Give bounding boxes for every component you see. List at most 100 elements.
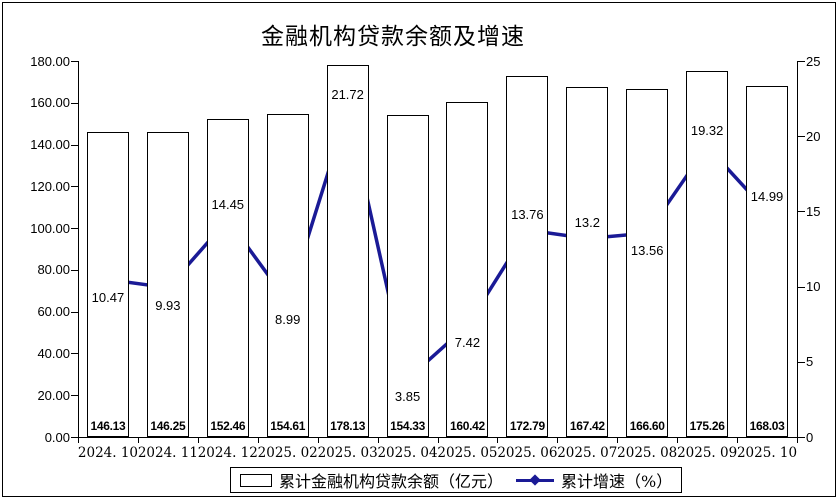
y-axis-label-right: 10	[806, 279, 821, 295]
bar	[326, 64, 369, 437]
x-axis-tick	[197, 438, 199, 443]
bar	[746, 86, 789, 437]
bar-value-label: 152.46	[210, 419, 246, 433]
x-axis-tick	[377, 438, 379, 443]
y-axis-label-right: 25	[806, 53, 821, 69]
legend-item: 累计金融机构贷款余额（亿元）	[240, 468, 503, 492]
y-axis-label-left: 80.00	[37, 262, 70, 278]
growth-line-label: 9.93	[155, 297, 181, 313]
y-axis-label-left: 120.00	[30, 178, 70, 194]
y-axis-label-left: 60.00	[37, 304, 70, 320]
growth-line-label: 13.2	[574, 215, 600, 231]
x-axis-tick	[497, 438, 499, 443]
growth-line-label: 21.72	[331, 87, 364, 103]
y-axis-tick-left	[71, 395, 78, 397]
bar	[626, 88, 669, 437]
legend-item-label: 累计增速（%）	[561, 472, 673, 491]
y-axis-tick-left	[71, 102, 78, 104]
y-axis-tick-right	[798, 437, 805, 438]
y-axis-label-left: 20.00	[37, 387, 70, 403]
x-axis-label: 2025. 05	[437, 445, 498, 461]
growth-line-label: 19.32	[690, 123, 724, 139]
bar	[206, 118, 249, 437]
bar-value-label: 167.42	[569, 419, 605, 433]
bar-value-label: 146.25	[150, 419, 186, 433]
bar	[146, 131, 189, 437]
y-axis-tick-left	[71, 353, 78, 355]
y-axis-label-left: 0.00	[44, 429, 70, 445]
left-axis-line	[78, 61, 79, 438]
bar	[266, 114, 309, 437]
x-axis-tick	[257, 438, 259, 443]
x-axis-tick	[78, 438, 79, 443]
x-axis-label: 2025. 08	[617, 445, 678, 461]
y-axis-label-left: 180.00	[30, 53, 70, 69]
y-axis-tick-left	[71, 437, 78, 438]
chart-title: 金融机构贷款余额及增速	[261, 24, 525, 50]
y-axis-tick-right	[798, 211, 805, 213]
x-axis-tick	[137, 438, 139, 443]
y-axis-tick-right	[798, 136, 805, 138]
x-axis-label: 2024. 10	[77, 445, 139, 461]
y-axis-label-right: 5	[806, 354, 814, 370]
legend-line-diamond	[529, 474, 541, 486]
bar-value-label: 178.13	[330, 419, 366, 433]
y-axis-tick-right	[798, 286, 805, 288]
bar-value-label: 168.03	[749, 419, 785, 433]
legend-bar-swatch-icon	[240, 473, 272, 487]
legend-item-label: 累计金融机构贷款余额（亿元）	[279, 472, 504, 491]
legend-line-swatch-icon	[516, 474, 555, 486]
bar-value-label: 154.61	[270, 419, 306, 433]
right-axis-line	[797, 61, 798, 438]
y-axis-label-left: 140.00	[30, 137, 70, 153]
y-axis-label-right: 20	[806, 128, 821, 144]
bar	[506, 76, 549, 437]
growth-line-label: 7.42	[454, 335, 481, 351]
bar	[446, 101, 489, 437]
y-axis-label-right: 15	[806, 203, 821, 219]
bar-value-label: 154.33	[390, 419, 425, 433]
bar-value-label: 160.42	[450, 419, 485, 433]
y-axis-tick-left	[71, 61, 78, 62]
y-axis-tick-left	[71, 186, 78, 188]
legend-item: 累计增速（%）	[509, 468, 672, 492]
x-axis-line	[78, 437, 798, 438]
growth-line-label: 8.99	[275, 311, 301, 327]
legend: 累计金融机构贷款余额（亿元） 累计增速（%）	[230, 467, 683, 493]
x-axis-tick	[557, 438, 559, 443]
x-axis-label: 2025. 09	[677, 445, 738, 461]
x-axis-tick	[437, 438, 439, 443]
x-axis-tick	[617, 438, 619, 443]
bar	[686, 70, 729, 437]
y-axis-tick-left	[71, 144, 78, 146]
bar	[566, 87, 609, 437]
x-axis-label: 2025. 07	[557, 445, 618, 461]
x-axis-tick	[317, 438, 319, 443]
y-axis-tick-left	[71, 228, 78, 230]
x-axis-tick	[677, 438, 679, 443]
y-axis-tick-right	[798, 361, 805, 363]
bar	[86, 131, 129, 437]
growth-line-label: 13.76	[511, 207, 544, 223]
bar-value-label: 166.60	[629, 419, 665, 433]
x-axis-label: 2025. 02	[257, 445, 318, 461]
x-axis-label: 2025. 06	[497, 445, 558, 461]
x-axis-label: 2024. 12	[197, 445, 258, 461]
x-axis-label: 2025. 03	[317, 445, 378, 461]
y-axis-tick-left	[71, 269, 78, 271]
y-axis-tick-left	[71, 311, 78, 313]
y-axis-label-left: 40.00	[37, 345, 70, 361]
x-axis-label: 2024. 11	[137, 445, 198, 461]
y-axis-label-right: 0	[806, 429, 814, 445]
bar-value-label: 172.79	[509, 419, 545, 433]
x-axis-label: 2025. 04	[377, 445, 438, 461]
x-axis-tick	[737, 438, 739, 443]
bar-value-label: 146.13	[90, 419, 126, 433]
growth-line-label: 14.99	[750, 188, 784, 204]
x-axis-tick	[797, 438, 798, 443]
growth-line-label: 14.45	[211, 196, 245, 212]
bar-value-label: 175.26	[689, 419, 725, 433]
growth-line-label: 3.85	[394, 389, 421, 405]
x-axis-label: 2025. 10	[736, 445, 798, 461]
